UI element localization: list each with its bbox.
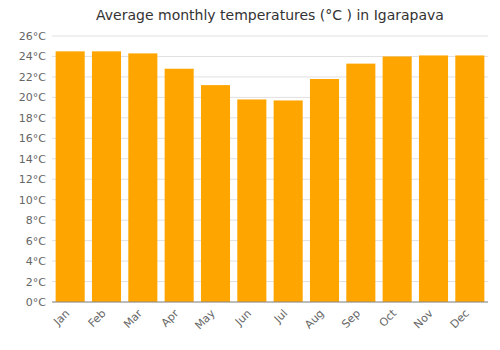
bar: [92, 51, 121, 302]
y-tick-label: 24°C: [19, 50, 46, 63]
x-tick-label: Aug: [302, 307, 326, 331]
y-tick-label: 14°C: [19, 153, 46, 166]
grid: [52, 36, 488, 302]
title: Average monthly temperatures (°C ) in Ig…: [96, 7, 444, 23]
bar: [346, 64, 375, 302]
x-tick-label: Oct: [377, 306, 400, 329]
bar: [56, 51, 85, 302]
y-tick-label: 20°C: [19, 91, 46, 104]
x-axis-line: [52, 302, 488, 303]
bars: [56, 51, 485, 302]
x-tick-label: Mar: [121, 307, 145, 331]
x-tick-label: Apr: [159, 307, 182, 330]
grid-line: [52, 36, 488, 37]
y-tick-label: 2°C: [26, 276, 46, 289]
chart-svg: Average monthly temperatures (°C ) in Ig…: [0, 0, 500, 350]
y-tick-label: 10°C: [19, 194, 46, 207]
bar: [237, 99, 266, 302]
x-tick-label: Jun: [232, 307, 254, 329]
x-tick-label: Sep: [339, 307, 363, 331]
y-tick-label: 12°C: [19, 173, 46, 186]
y-tick-label: 6°C: [26, 235, 46, 248]
bar: [165, 69, 194, 302]
bar: [419, 55, 448, 302]
bar: [274, 100, 303, 302]
bar: [128, 53, 157, 302]
grid-line: [52, 302, 488, 303]
x-tick-label: Dec: [448, 307, 472, 331]
y-tick-label: 16°C: [19, 132, 46, 145]
bar: [310, 79, 339, 302]
bar: [383, 56, 412, 302]
x-tick-label: Jul: [271, 307, 290, 326]
y-tick-label: 26°C: [19, 30, 46, 43]
bar: [201, 85, 230, 302]
x-tick-label: Nov: [411, 307, 436, 332]
y-tick-label: 18°C: [19, 112, 46, 125]
chart-container: Average monthly temperatures (°C ) in Ig…: [0, 0, 500, 350]
x-tick-label: Jan: [50, 307, 72, 329]
y-tick-label: 4°C: [26, 255, 46, 268]
bar: [455, 55, 484, 302]
y-tick-label: 8°C: [26, 214, 46, 227]
x-tick-label: May: [192, 307, 218, 333]
x-tick-label: Feb: [86, 307, 109, 330]
y-tick-label: 22°C: [19, 71, 46, 84]
y-tick-label: 0°C: [26, 296, 46, 309]
